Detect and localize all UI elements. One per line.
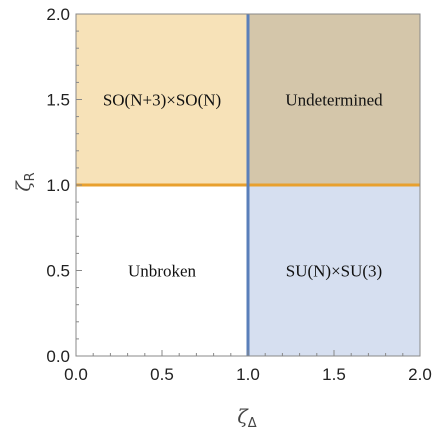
x-axis-label-main: ζ [237, 406, 249, 428]
phase-boundaries [76, 14, 420, 356]
region-label: SU(N)×SU(3) [286, 262, 382, 281]
x-tick-label: 2.0 [408, 365, 432, 384]
y-tick-label: 0.0 [46, 347, 70, 366]
y-tick-label: 1.5 [46, 91, 70, 110]
y-tick-label: 0.5 [46, 262, 70, 281]
region-unbroken [76, 185, 248, 356]
y-axis-ticks: 0.0 0.5 1.0 1.5 2.0 [46, 5, 82, 366]
x-axis-label: ζΔ [237, 406, 256, 431]
region-su-n-su-3 [248, 185, 420, 356]
x-tick-label: 0.5 [150, 365, 174, 384]
region-label: Unbroken [128, 262, 196, 281]
y-tick-label: 1.0 [46, 176, 70, 195]
x-tick-label: 0.0 [64, 365, 88, 384]
x-tick-label: 1.5 [322, 365, 346, 384]
y-axis-label-main: ζ [13, 180, 35, 192]
y-tick-label: 2.0 [46, 5, 70, 24]
region-undetermined [248, 14, 420, 185]
region-label: Undetermined [285, 91, 383, 110]
y-axis-label-sub: R [23, 172, 38, 181]
region-so-n-3-so-n [76, 14, 248, 185]
region-label: SO(N+3)×SO(N) [103, 91, 221, 110]
x-axis-ticks: 0.0 0.5 1.0 1.5 2.0 [64, 350, 432, 384]
x-tick-label: 1.0 [236, 365, 260, 384]
phase-regions: SO(N+3)×SO(N) Undetermined Unbroken SU(N)×S… [76, 14, 420, 356]
y-axis-label: ζR [13, 172, 38, 191]
x-axis-label-sub: Δ [248, 416, 257, 431]
